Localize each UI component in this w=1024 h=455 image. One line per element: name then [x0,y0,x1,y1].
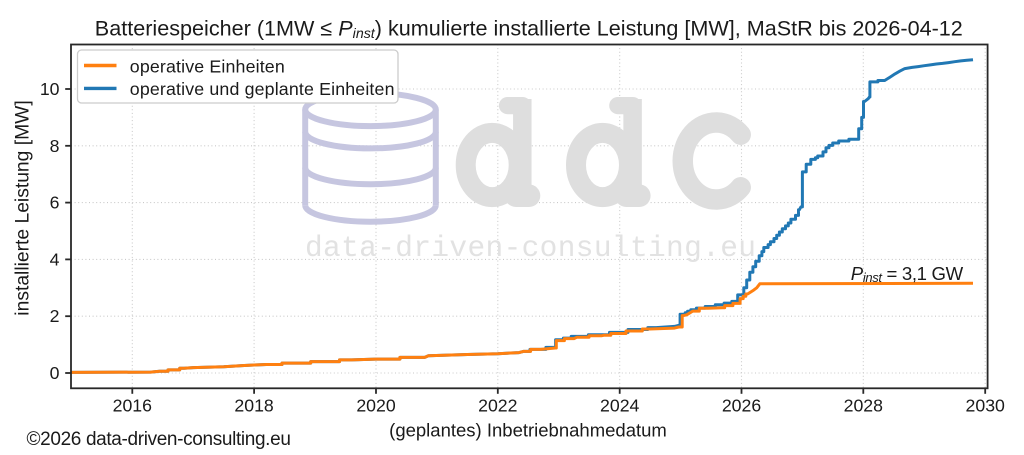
svg-text:operative und geplante Einheit: operative und geplante Einheiten [130,79,395,99]
svg-text:2030: 2030 [966,396,1006,416]
svg-text:2026: 2026 [722,396,762,416]
svg-text:10: 10 [40,79,60,99]
svg-text:8: 8 [50,136,60,156]
svg-text:6: 6 [50,193,60,213]
svg-text:4: 4 [50,249,60,269]
svg-text:2016: 2016 [113,396,153,416]
svg-text:0: 0 [50,363,60,383]
svg-text:2020: 2020 [356,396,396,416]
svg-text:Batteriespeicher (1MW ≤ Pinst): Batteriespeicher (1MW ≤ Pinst) kumuliert… [95,15,963,42]
svg-text:2024: 2024 [600,396,640,416]
svg-text:installierte Leistung [MW]: installierte Leistung [MW] [13,100,34,315]
svg-text:data-driven-consulting.eu: data-driven-consulting.eu [305,231,756,265]
svg-text:©2026 data-driven-consulting.e: ©2026 data-driven-consulting.eu [27,429,291,450]
svg-text:Pinst = 3,1 GW: Pinst = 3,1 GW [851,263,964,285]
svg-text:2018: 2018 [234,396,274,416]
svg-text:(geplantes) Inbetriebnahmedatu: (geplantes) Inbetriebnahmedatum [389,419,667,440]
svg-text:operative Einheiten: operative Einheiten [130,56,285,76]
svg-text:2: 2 [50,306,60,326]
svg-text:2022: 2022 [478,396,517,416]
svg-text:2028: 2028 [844,396,884,416]
